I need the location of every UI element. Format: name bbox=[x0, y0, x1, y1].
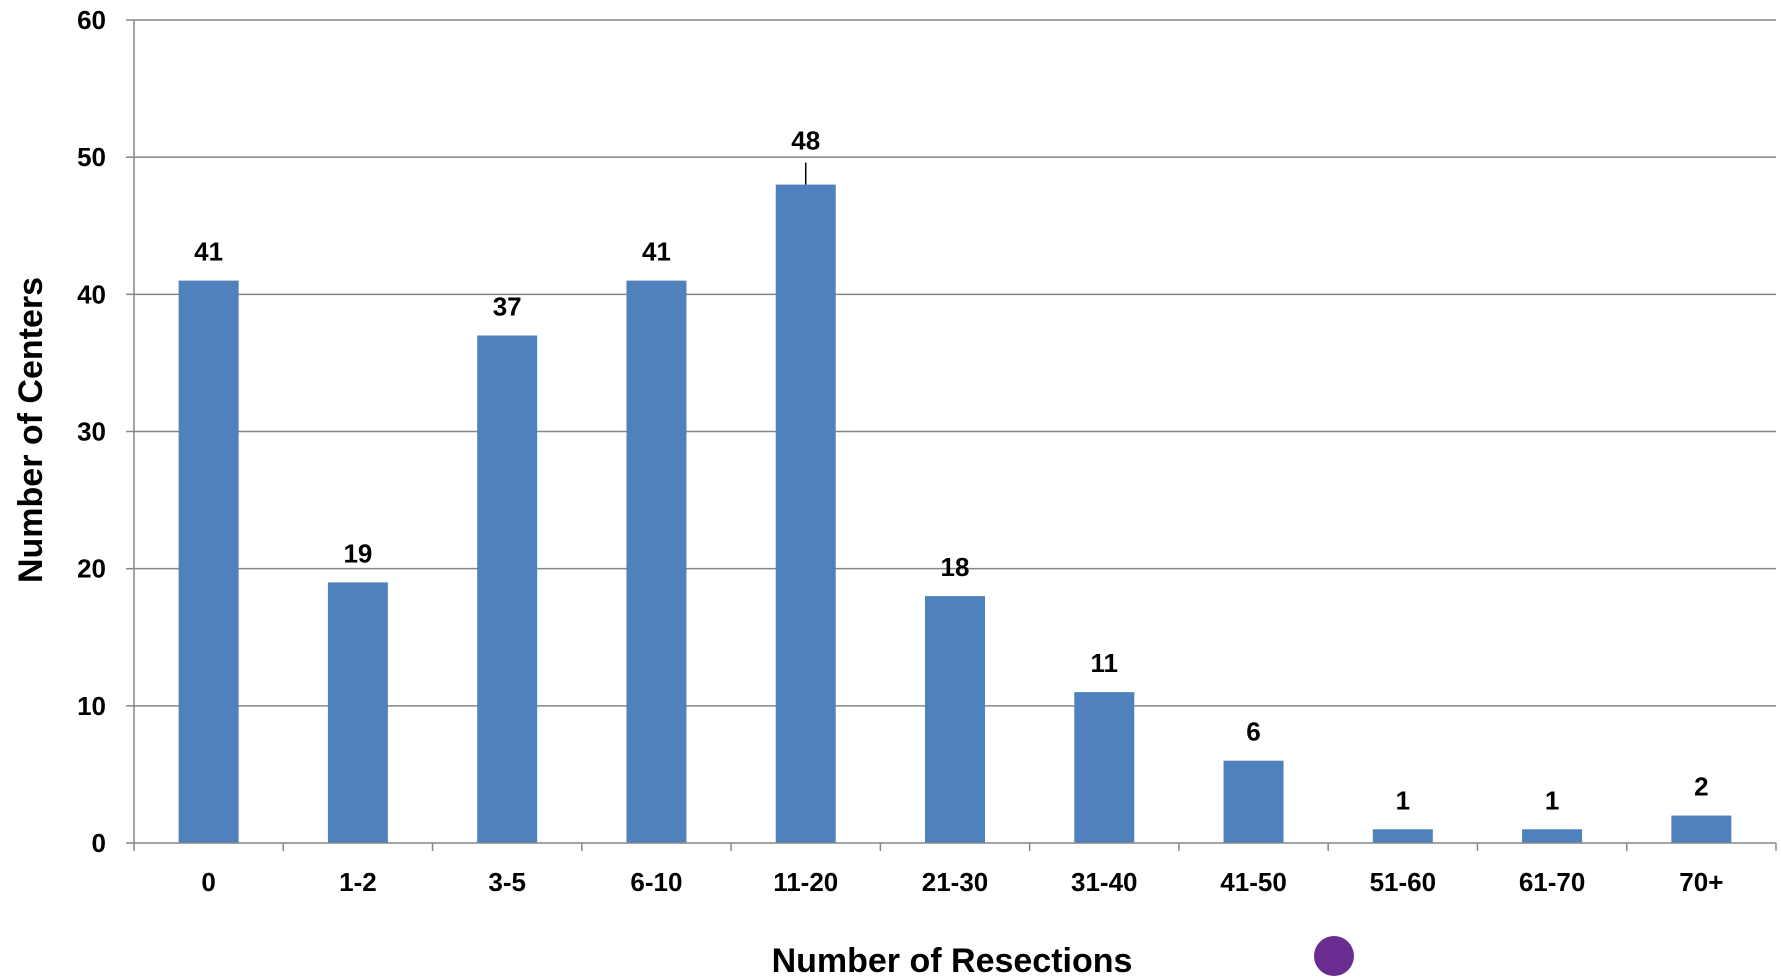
bar bbox=[1223, 760, 1284, 843]
x-tick-label: 51-60 bbox=[1370, 867, 1437, 897]
bar bbox=[178, 280, 239, 843]
gridlines bbox=[134, 19, 1776, 707]
data-label: 37 bbox=[493, 291, 522, 321]
bar bbox=[1671, 815, 1732, 843]
x-tick-label: 3-5 bbox=[488, 867, 526, 897]
x-tick-label: 41-50 bbox=[1220, 867, 1287, 897]
bars bbox=[178, 184, 1732, 844]
data-label: 11 bbox=[1091, 648, 1119, 678]
bar bbox=[626, 280, 687, 843]
purple-dot-marker bbox=[1314, 936, 1354, 976]
x-tick-label: 70+ bbox=[1679, 867, 1723, 897]
y-tick-label: 50 bbox=[77, 142, 106, 172]
x-tick-label: 11-20 bbox=[773, 867, 838, 897]
data-label: 48 bbox=[791, 126, 820, 156]
x-tick-label: 61-70 bbox=[1519, 867, 1586, 897]
data-label: 6 bbox=[1246, 717, 1260, 747]
y-tick-label: 10 bbox=[77, 691, 106, 721]
y-tick-label: 30 bbox=[77, 417, 106, 447]
y-tick-label: 20 bbox=[77, 554, 106, 584]
data-label: 41 bbox=[642, 237, 671, 267]
x-tick-label: 21-30 bbox=[922, 867, 989, 897]
bar bbox=[925, 596, 985, 843]
axes bbox=[126, 19, 1777, 851]
y-tick-labels: 0 10 20 30 40 50 60 bbox=[77, 5, 106, 858]
bar bbox=[477, 335, 538, 843]
x-tick-labels: 0 1-2 3-5 6-10 11-20 21-30 31-40 41-50 51-60 61-7… bbox=[201, 867, 1723, 897]
x-tick-label: 0 bbox=[201, 867, 215, 897]
x-tick-label: 1-2 bbox=[339, 867, 377, 897]
data-label: 19 bbox=[343, 538, 372, 568]
bar bbox=[1372, 829, 1433, 843]
bar bbox=[327, 582, 388, 843]
data-label: 18 bbox=[941, 552, 970, 582]
x-tick-label: 6-10 bbox=[630, 867, 682, 897]
y-tick-label: 0 bbox=[92, 828, 106, 858]
data-label: 41 bbox=[194, 237, 223, 267]
y-tick-label: 40 bbox=[77, 279, 106, 309]
bar bbox=[1074, 692, 1135, 843]
data-label: 1 bbox=[1396, 785, 1410, 815]
bar bbox=[1522, 829, 1583, 843]
data-label: 1 bbox=[1545, 785, 1559, 815]
x-axis-title: Number of Resections bbox=[772, 942, 1133, 979]
y-tick-label: 60 bbox=[77, 5, 106, 35]
bar bbox=[775, 184, 836, 844]
x-tick-label: 31-40 bbox=[1071, 867, 1138, 897]
data-label: 2 bbox=[1694, 772, 1708, 802]
y-axis-title: Number of Centers bbox=[12, 277, 50, 583]
